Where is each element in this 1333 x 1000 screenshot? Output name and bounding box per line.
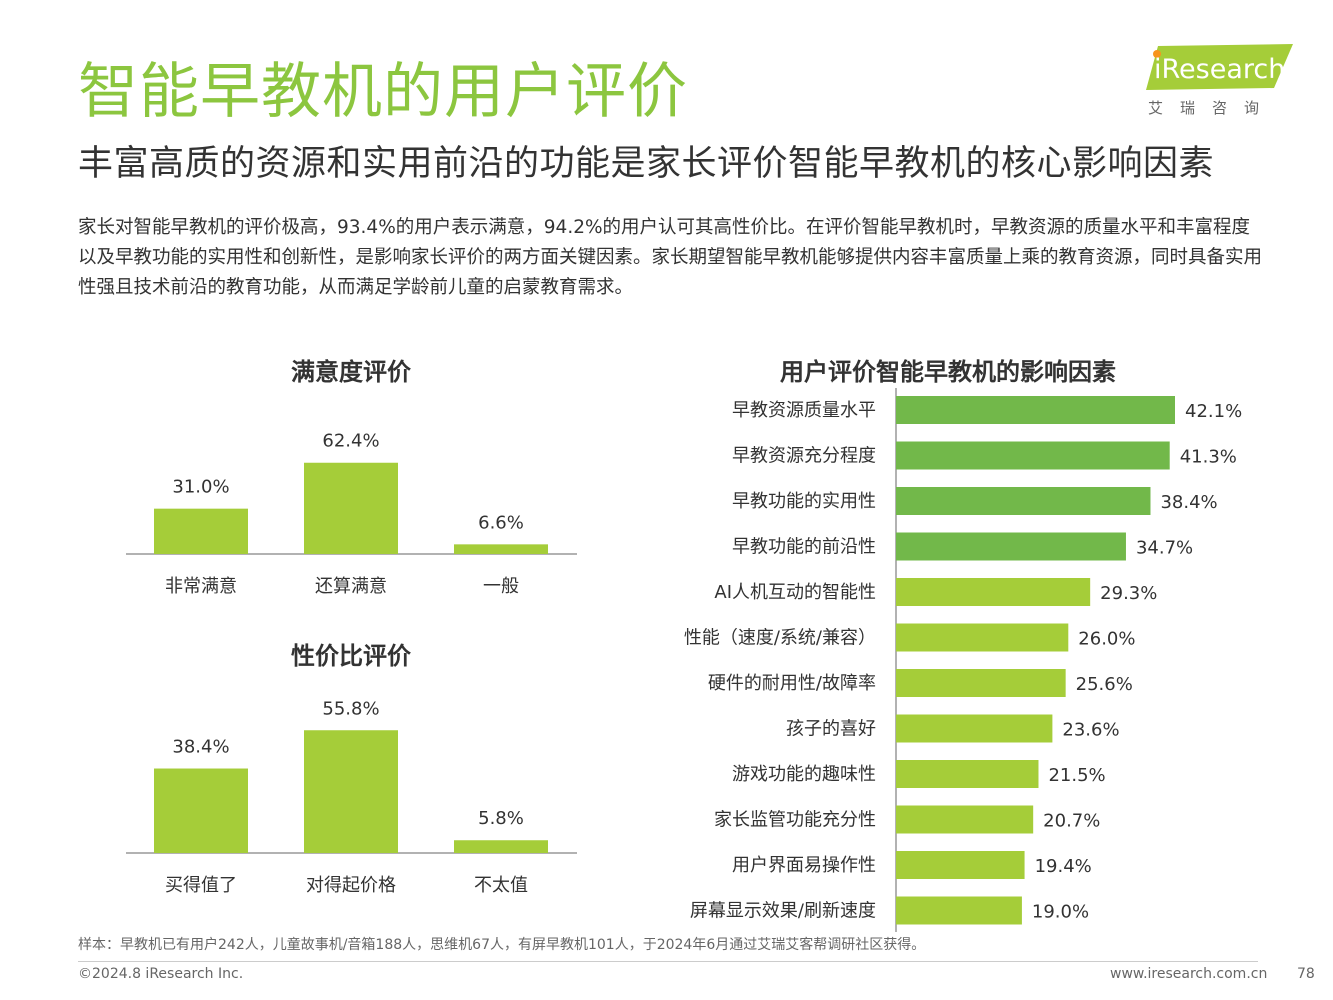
satisfaction-category-label: 非常满意: [165, 576, 237, 597]
factors-category-label: 屏幕显示效果/刷新速度: [690, 901, 876, 922]
page-subtitle: 丰富高质的资源和实用前沿的功能是家长评价智能早教机的核心影响因素: [78, 144, 1215, 184]
factors-bar: [896, 532, 1126, 561]
satisfaction-value-label: 6.6%: [478, 512, 524, 533]
satisfaction-category-label: 还算满意: [315, 576, 387, 597]
factors-category-label: 性能（速度/系统/兼容）: [684, 628, 876, 649]
factors-value-label: 34.7%: [1136, 538, 1193, 559]
footer-divider: [78, 961, 1258, 962]
iresearch-logo: iResearch: [1146, 44, 1293, 90]
factors-bar: [896, 760, 1039, 788]
factors-category-label: 游戏功能的趣味性: [732, 764, 876, 785]
factors-category-label: 用户界面易操作性: [732, 855, 876, 876]
value-bar: [304, 730, 398, 853]
factors-bar: [896, 441, 1170, 470]
factors-bar: [896, 669, 1066, 697]
factors-category-label: 家长监管功能充分性: [714, 810, 876, 831]
value-chart-title: 性价比评价: [291, 642, 411, 670]
satisfaction-bar: [454, 544, 548, 554]
value-chart: 38.4% 买得值了 55.8% 对得起价格 5.8% 不太值: [126, 700, 577, 896]
factors-bar: [896, 714, 1053, 743]
page-number: 78: [1297, 966, 1315, 982]
value-value-label: 5.8%: [478, 808, 524, 829]
factors-category-label: 早教功能的前沿性: [732, 537, 876, 558]
factors-value-label: 29.3%: [1100, 583, 1157, 604]
satisfaction-chart: 31.0% 非常满意 62.4% 还算满意 6.6% 一般: [126, 431, 577, 597]
factors-category-label: 早教功能的实用性: [732, 491, 876, 512]
factors-bar: [896, 487, 1151, 515]
factors-chart-title: 用户评价智能早教机的影响因素: [780, 358, 1116, 386]
satisfaction-bar: [154, 508, 248, 554]
factors-category-label: 早教资源质量水平: [732, 400, 876, 421]
factors-bar: [896, 578, 1091, 606]
factors-bar: [896, 896, 1022, 925]
copyright: ©2024.8 iResearch Inc.: [78, 966, 244, 982]
value-value-label: 38.4%: [172, 737, 229, 758]
factors-bar: [896, 623, 1069, 652]
factors-value-label: 19.4%: [1035, 856, 1092, 877]
factors-value-label: 41.3%: [1180, 447, 1237, 468]
factors-category-label: 早教资源充分程度: [732, 446, 876, 467]
factors-value-label: 38.4%: [1160, 492, 1217, 513]
value-bar: [454, 840, 548, 853]
satisfaction-chart-title: 满意度评价: [291, 358, 411, 386]
value-bar: [154, 768, 248, 853]
satisfaction-category-label: 一般: [483, 576, 519, 597]
factors-category-label: AI人机互动的智能性: [714, 582, 876, 603]
factors-value-label: 20.7%: [1043, 811, 1100, 832]
satisfaction-value-label: 62.4%: [322, 431, 379, 452]
factors-value-label: 23.6%: [1062, 720, 1119, 741]
value-category-label: 买得值了: [165, 875, 237, 896]
value-category-label: 对得起价格: [306, 875, 396, 896]
satisfaction-bar: [304, 462, 398, 554]
intro-paragraph: 家长对智能早教机的评价极高，93.4%的用户表示满意，94.2%的用户认可其高性…: [78, 217, 1263, 298]
factors-chart: 早教资源质量水平 42.1% 早教资源充分程度 41.3% 早教功能的实用性 38.4% 早…: [684, 388, 1242, 932]
factors-value-label: 25.6%: [1076, 674, 1133, 695]
satisfaction-value-label: 31.0%: [172, 477, 229, 498]
value-value-label: 55.8%: [322, 700, 379, 719]
logo-text: iResearch: [1154, 54, 1285, 85]
factors-value-label: 21.5%: [1048, 765, 1105, 786]
factors-value-label: 19.0%: [1032, 902, 1089, 923]
factors-bar: [896, 851, 1025, 879]
factors-bar: [896, 396, 1175, 424]
factors-bar: [896, 805, 1034, 834]
value-category-label: 不太值: [474, 875, 528, 896]
factors-category-label: 硬件的耐用性/故障率: [708, 673, 876, 694]
factors-category-label: 孩子的喜好: [786, 719, 876, 740]
factors-value-label: 42.1%: [1185, 401, 1242, 422]
website-link[interactable]: www.iresearch.com.cn: [1110, 966, 1268, 982]
sample-note: 样本：早教机已有用户242人，儿童故事机/音箱188人，思维机67人，有屏早教机…: [78, 937, 926, 953]
factors-value-label: 26.0%: [1078, 629, 1135, 650]
page-title: 智能早教机的用户评价: [78, 57, 688, 127]
logo-subtitle: 艾瑞咨询: [1148, 99, 1277, 117]
